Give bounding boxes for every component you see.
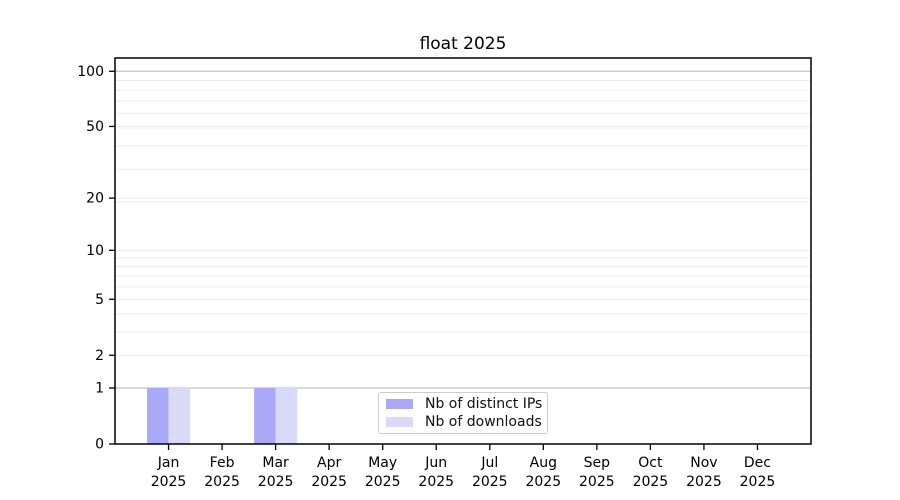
y-tick-label: 1 bbox=[95, 381, 104, 397]
x-tick-label: May 2025 bbox=[365, 455, 401, 490]
y-tick-label: 100 bbox=[77, 64, 104, 80]
legend-item-distinct-ips: Nb of distinct IPs bbox=[386, 396, 543, 413]
x-tick-label: Jun 2025 bbox=[418, 455, 454, 490]
plot-border bbox=[114, 57, 812, 445]
x-tick-label: Mar 2025 bbox=[258, 455, 294, 490]
x-tick-label: Jul 2025 bbox=[472, 455, 508, 490]
bar-downloads bbox=[275, 388, 298, 444]
y-tick-label: 0 bbox=[95, 437, 104, 453]
y-tick-label: 10 bbox=[86, 243, 104, 259]
x-tick-label: Jan 2025 bbox=[151, 455, 187, 490]
x-tick-label: Aug 2025 bbox=[525, 455, 561, 490]
bar-downloads bbox=[168, 388, 191, 444]
bar-distinct-ips bbox=[254, 388, 276, 444]
y-tick-label: 20 bbox=[86, 191, 104, 207]
legend-label-downloads: Nb of downloads bbox=[425, 413, 542, 430]
legend-swatch-downloads-icon bbox=[386, 416, 413, 427]
y-tick-label: 5 bbox=[95, 292, 104, 308]
legend-item-downloads: Nb of downloads bbox=[386, 413, 542, 430]
x-tick-label: Dec 2025 bbox=[740, 455, 776, 490]
legend-label-distinct-ips: Nb of distinct IPs bbox=[425, 396, 543, 413]
x-tick-label: Sep 2025 bbox=[579, 455, 615, 490]
x-tick-label: Feb 2025 bbox=[204, 455, 240, 490]
x-tick-label: Oct 2025 bbox=[633, 455, 669, 490]
y-tick-label: 2 bbox=[95, 348, 104, 364]
legend: Nb of distinct IPs Nb of downloads bbox=[378, 392, 548, 434]
legend-swatch-distinct-ips-icon bbox=[386, 399, 413, 410]
bar-distinct-ips bbox=[147, 388, 169, 444]
y-tick-label: 50 bbox=[86, 119, 104, 135]
x-tick-label: Apr 2025 bbox=[311, 455, 347, 490]
x-tick-label: Nov 2025 bbox=[686, 455, 722, 490]
chart-title: float 2025 bbox=[419, 34, 507, 54]
